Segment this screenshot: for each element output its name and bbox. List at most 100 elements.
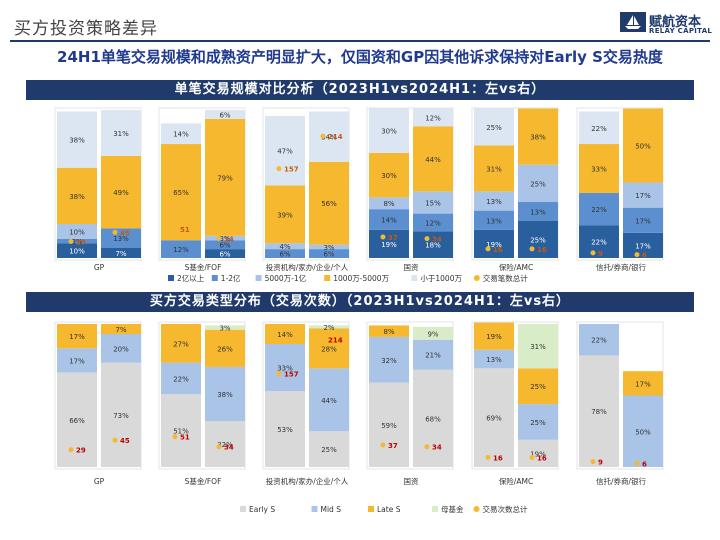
page-title: 买方投资策略差异 [14, 19, 158, 39]
category-label: 保险/AMC [499, 262, 533, 272]
bar-segment [369, 336, 409, 383]
bar-segment [101, 334, 141, 363]
data-label: 31% [113, 130, 129, 138]
total-label: 157 [284, 370, 299, 378]
data-label: 13% [113, 235, 129, 243]
logo-name-en: RELAY CAPITAL [649, 27, 713, 35]
category-label: 信托/券商/银行 [596, 476, 647, 486]
data-label: 38% [69, 137, 85, 145]
headline: 24H1单笔交易规模和成熟资产明显扩大，仅国资和GP因其他诉求保持对Early … [57, 48, 663, 66]
data-label: 17% [69, 333, 85, 341]
bar-segment [579, 225, 619, 258]
total-label: 37 [388, 234, 398, 242]
total-dot [380, 234, 386, 240]
legend-label: 1-2亿 [221, 273, 241, 283]
category-label: GP [94, 263, 105, 272]
total-label: 51 [180, 226, 190, 234]
data-label: 26% [217, 345, 233, 353]
bar-segment [309, 244, 349, 250]
legend-label: Mid S [321, 505, 342, 514]
total-label: 16 [537, 246, 547, 254]
data-label: 22% [591, 337, 607, 345]
bar-segment [474, 145, 514, 192]
category-label: 国资 [404, 476, 419, 486]
legend-swatch [255, 275, 262, 281]
data-label: 38% [69, 193, 85, 201]
total-dot [172, 434, 178, 440]
bar-segment [161, 144, 201, 241]
legend-label: 1000万-5000万 [333, 274, 389, 283]
data-label: 7% [115, 250, 126, 258]
total-dot [320, 336, 326, 342]
bar-segment [265, 185, 305, 244]
data-label: 20% [113, 345, 129, 353]
bar-segment [623, 395, 663, 467]
header-divider [10, 40, 710, 42]
data-label: 17% [635, 380, 651, 388]
total-dot [485, 246, 491, 252]
legend-label: 小于1000万 [420, 274, 462, 283]
bar-segment [309, 325, 349, 329]
total-dot [424, 236, 430, 242]
bar-segment [413, 126, 453, 192]
data-label: 8% [383, 200, 394, 208]
data-label: 25% [530, 180, 546, 188]
total-dot [172, 226, 178, 232]
data-label: 14% [277, 331, 293, 339]
bar-segment [205, 421, 245, 467]
bar-segment [57, 243, 97, 258]
data-label: 66% [69, 417, 85, 425]
data-label: 56% [321, 200, 337, 208]
bar-segment [518, 201, 558, 221]
data-label: 12% [425, 219, 441, 227]
data-label: 4% [279, 243, 290, 251]
data-label: 25% [321, 446, 337, 454]
bar-segment [205, 240, 245, 250]
bar-segment [205, 118, 245, 236]
bar-segment [623, 371, 663, 396]
bar-segment [309, 161, 349, 245]
data-label: 30% [381, 172, 397, 180]
data-label: 18% [425, 242, 441, 250]
chart2-title-banner: 买方交易类型分布（交易次数）（2023H1vs2024H1：左vs右） [26, 292, 694, 312]
total-label: 29 [76, 447, 86, 455]
data-label: 30% [381, 128, 397, 136]
bar-segment [623, 207, 663, 233]
bar-segment [413, 369, 453, 467]
bar-segment [474, 368, 514, 467]
total-label: 34 [224, 236, 234, 244]
bar-segment [474, 349, 514, 369]
total-dot [424, 444, 430, 450]
legend-label: 母基金 [441, 504, 464, 514]
data-label: 49% [113, 189, 129, 197]
data-label: 9% [427, 330, 438, 338]
bar-segment [205, 329, 245, 367]
ship-logo-icon [620, 12, 646, 32]
total-dot [634, 460, 640, 466]
data-label: 6% [279, 251, 290, 259]
bar-segment [518, 368, 558, 405]
legend-label: 5000万-1亿 [265, 273, 307, 283]
total-label: 45 [120, 229, 130, 237]
total-label: 51 [180, 434, 190, 442]
data-label: 12% [425, 114, 441, 122]
bar-segment [518, 439, 558, 467]
total-dot [216, 236, 222, 242]
category-label: 保险/AMC [499, 476, 533, 486]
bar-segment [369, 209, 409, 230]
total-label: 34 [432, 236, 442, 244]
total-dot [112, 437, 118, 443]
data-label: 65% [173, 189, 189, 197]
total-dot [590, 250, 596, 256]
data-label: 59% [381, 422, 397, 430]
bar-segment [161, 324, 201, 363]
data-label: 68% [425, 415, 441, 423]
data-label: 78% [591, 408, 607, 416]
total-dot [276, 370, 282, 376]
total-label: 16 [493, 454, 503, 462]
data-label: 13% [486, 198, 502, 206]
data-label: 7% [115, 326, 126, 334]
legend-swatch [324, 275, 331, 281]
total-dot [380, 442, 386, 448]
data-label: 2% [323, 324, 334, 332]
